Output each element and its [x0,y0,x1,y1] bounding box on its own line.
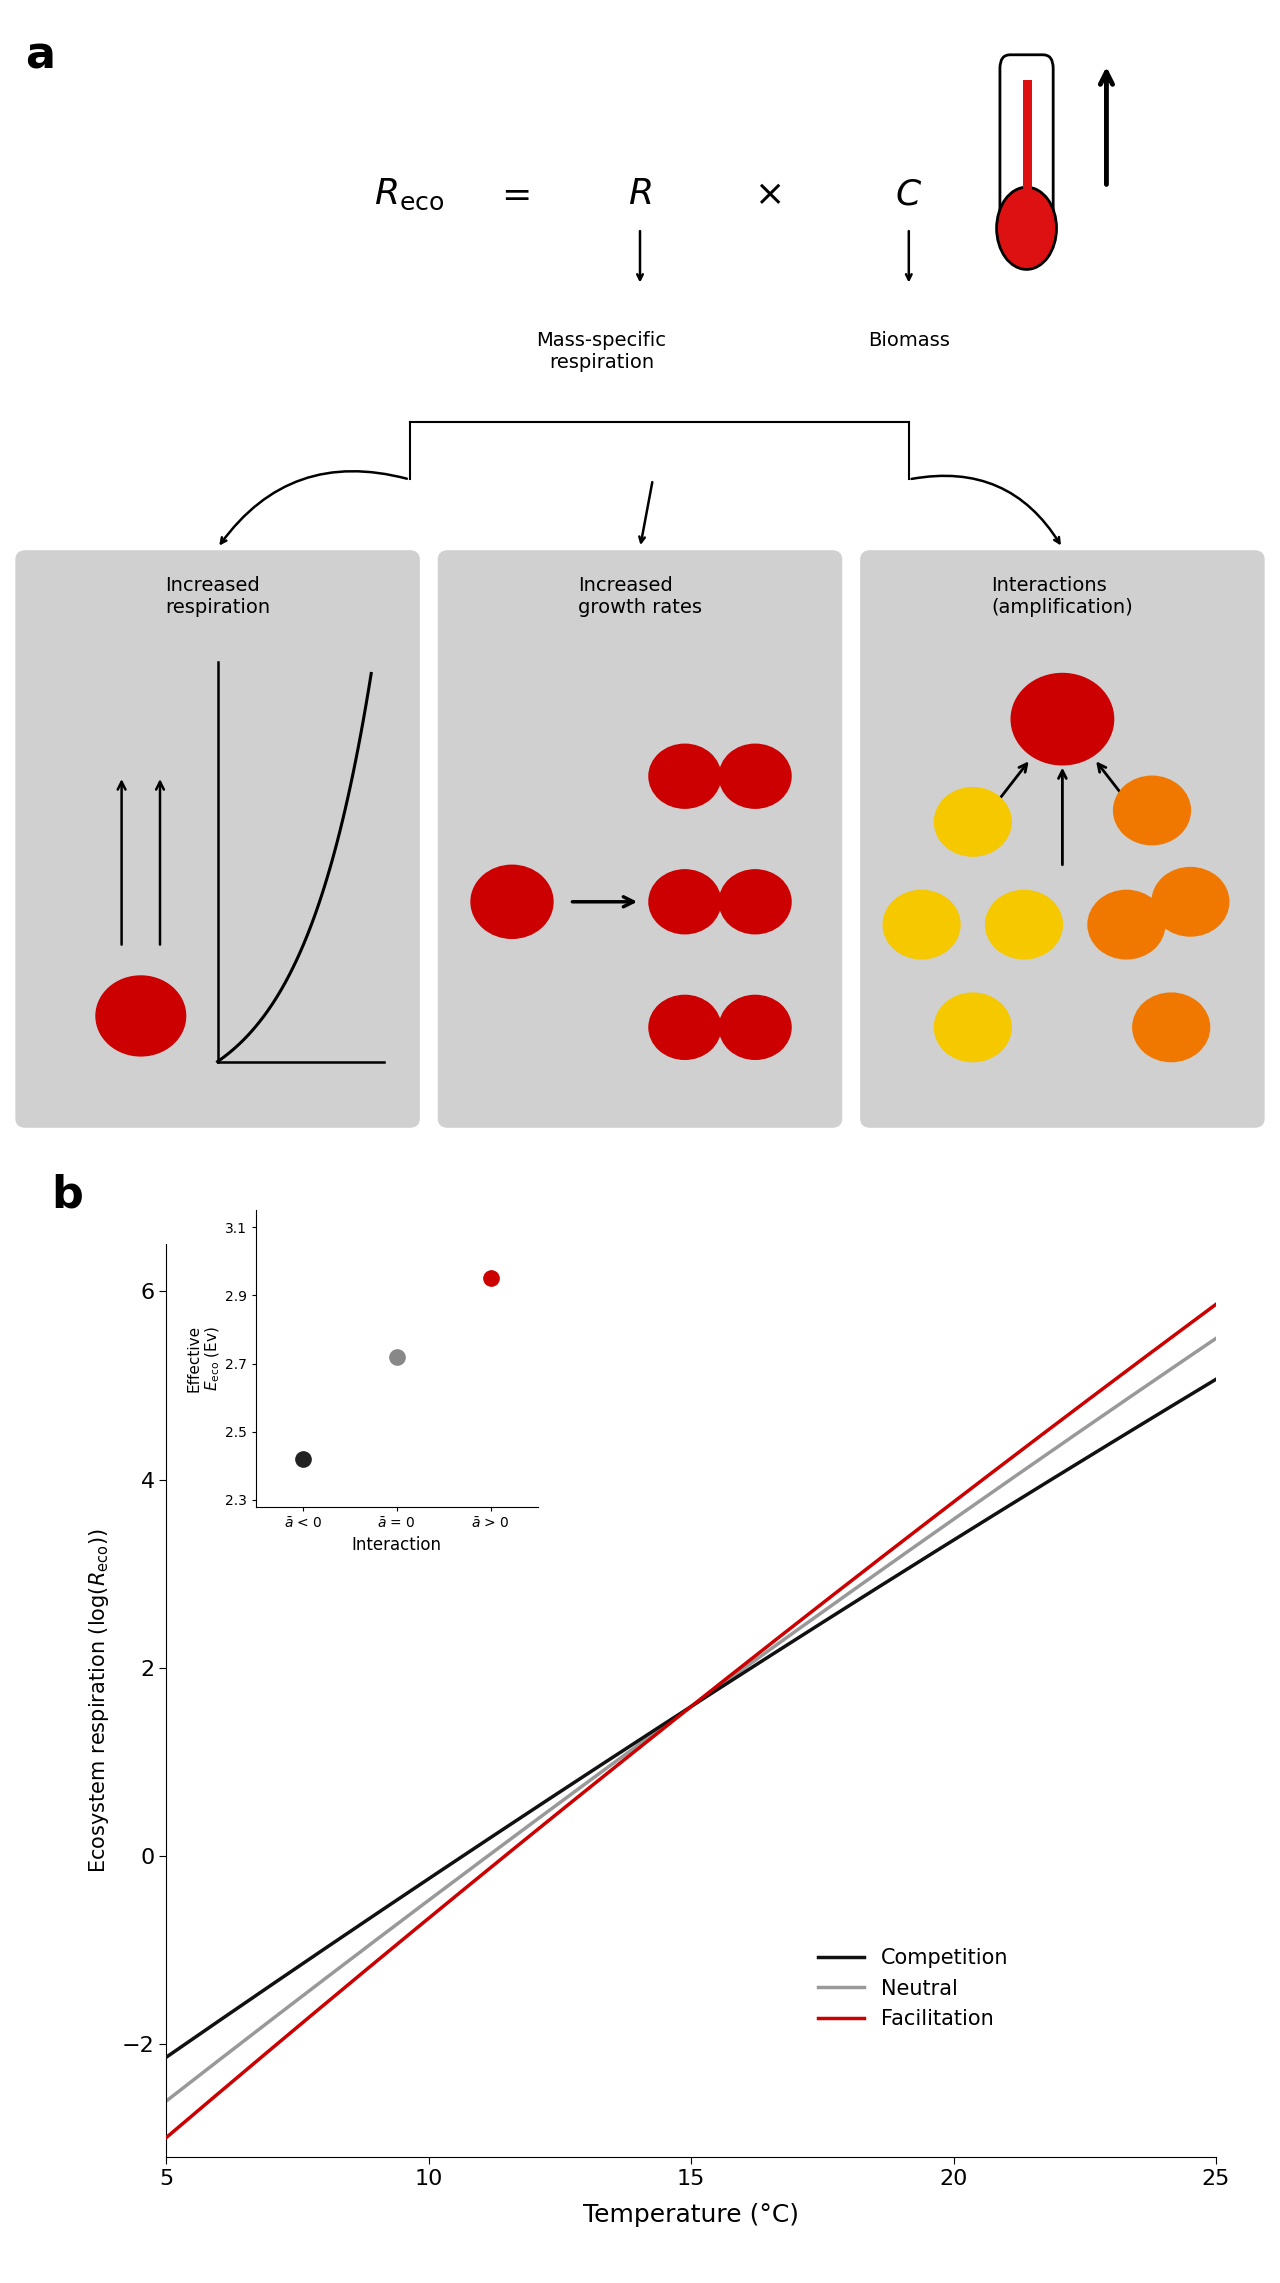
Text: Mass-specific
respiration: Mass-specific respiration [536,331,667,372]
Circle shape [883,890,960,959]
Circle shape [934,993,1011,1062]
Neutral [922,1523,937,1550]
Text: $R_\mathrm{eco}$: $R_\mathrm{eco}$ [374,176,445,212]
Text: $=$: $=$ [494,178,530,210]
Competition [500,1813,516,1840]
Text: Increased
growth rates: Increased growth rates [579,578,701,616]
Legend: Competition, Neutral, Facilitation: Competition, Neutral, Facilitation [810,1941,1016,2036]
Circle shape [1133,993,1210,1062]
Facilitation [575,1781,590,1808]
FancyBboxPatch shape [438,550,842,1128]
Text: $\times$: $\times$ [754,178,782,210]
Text: Interactions
(amplification): Interactions (amplification) [992,578,1133,616]
Neutral [575,1772,590,1799]
Circle shape [1088,890,1165,959]
Competition [1208,1365,1224,1393]
Facilitation [285,2018,301,2046]
Circle shape [986,890,1062,959]
Competition [575,1765,590,1792]
Line: Facilitation: Facilitation [166,1304,1216,2137]
Bar [1023,80,1033,210]
Facilitation [159,2123,174,2151]
FancyBboxPatch shape [1000,55,1053,231]
Text: $C$: $C$ [895,178,923,210]
FancyBboxPatch shape [15,550,420,1128]
Facilitation [922,1507,937,1534]
Competition [916,1546,932,1573]
Circle shape [997,187,1056,269]
Y-axis label: Ecosystem respiration (log($R_\mathrm{eco}$)): Ecosystem respiration (log($R_\mathrm{ec… [87,1530,111,1872]
X-axis label: Temperature (°C): Temperature (°C) [584,2203,799,2228]
Circle shape [1114,776,1190,845]
Circle shape [719,995,791,1059]
Competition [819,1607,835,1635]
Circle shape [719,870,791,934]
Circle shape [1152,868,1229,936]
Circle shape [96,977,186,1055]
Competition [159,2043,174,2071]
Circle shape [934,788,1011,856]
Competition [285,1957,301,1984]
Facilitation [1208,1290,1224,1317]
Line: Neutral: Neutral [166,1338,1216,2100]
Neutral [285,1991,301,2018]
Text: Increased
respiration: Increased respiration [165,578,270,616]
Circle shape [649,870,721,934]
Neutral [159,2087,174,2114]
Circle shape [1011,673,1114,765]
Neutral [500,1826,516,1854]
X-axis label: Interaction: Interaction [352,1536,442,1555]
Text: $R$: $R$ [628,178,652,210]
Circle shape [471,865,553,938]
Circle shape [649,744,721,808]
Text: Biomass: Biomass [868,331,950,349]
Facilitation [916,1511,932,1539]
Neutral [819,1596,835,1623]
Text: a: a [26,34,55,78]
Neutral [1208,1324,1224,1352]
Text: b: b [51,1173,83,1217]
FancyBboxPatch shape [860,550,1265,1128]
Circle shape [649,995,721,1059]
Facilitation [500,1840,516,1867]
Neutral [916,1527,932,1555]
Competition [922,1541,937,1568]
Y-axis label: Effective
$E_\mathrm{eco}$ (Ev): Effective $E_\mathrm{eco}$ (Ev) [186,1324,223,1393]
Circle shape [719,744,791,808]
Line: Competition: Competition [166,1379,1216,2057]
Facilitation [819,1587,835,1614]
